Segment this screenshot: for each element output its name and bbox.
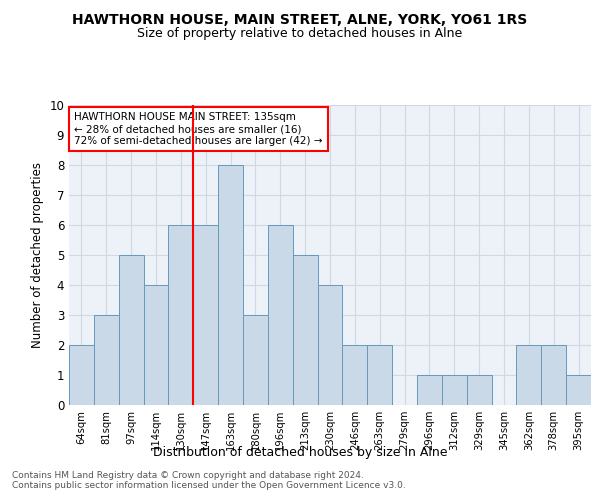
- Text: HAWTHORN HOUSE MAIN STREET: 135sqm
← 28% of detached houses are smaller (16)
72%: HAWTHORN HOUSE MAIN STREET: 135sqm ← 28%…: [74, 112, 323, 146]
- Bar: [293, 255, 317, 405]
- Bar: [343, 345, 367, 405]
- Bar: [367, 345, 392, 405]
- Bar: [317, 285, 343, 405]
- Text: Contains public sector information licensed under the Open Government Licence v3: Contains public sector information licen…: [12, 481, 406, 490]
- Bar: [442, 375, 467, 405]
- Bar: [69, 345, 94, 405]
- Bar: [193, 225, 218, 405]
- Bar: [467, 375, 491, 405]
- Bar: [268, 225, 293, 405]
- Bar: [169, 225, 193, 405]
- Text: HAWTHORN HOUSE, MAIN STREET, ALNE, YORK, YO61 1RS: HAWTHORN HOUSE, MAIN STREET, ALNE, YORK,…: [73, 12, 527, 26]
- Bar: [218, 165, 243, 405]
- Bar: [541, 345, 566, 405]
- Bar: [566, 375, 591, 405]
- Bar: [243, 315, 268, 405]
- Text: Distribution of detached houses by size in Alne: Distribution of detached houses by size …: [153, 446, 447, 459]
- Bar: [94, 315, 119, 405]
- Text: Contains HM Land Registry data © Crown copyright and database right 2024.: Contains HM Land Registry data © Crown c…: [12, 471, 364, 480]
- Bar: [143, 285, 169, 405]
- Y-axis label: Number of detached properties: Number of detached properties: [31, 162, 44, 348]
- Bar: [417, 375, 442, 405]
- Bar: [119, 255, 143, 405]
- Bar: [517, 345, 541, 405]
- Text: Size of property relative to detached houses in Alne: Size of property relative to detached ho…: [137, 28, 463, 40]
